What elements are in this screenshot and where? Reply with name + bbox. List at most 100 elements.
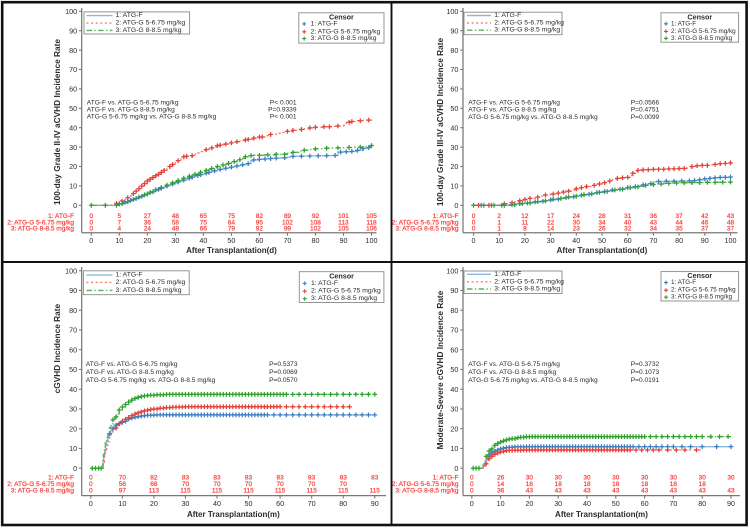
svg-text:100-day Grade III-IV aCVHD Inc: 100-day Grade III-IV aCVHD Incidence Rat…	[435, 37, 445, 206]
svg-text:12: 12	[521, 213, 529, 220]
svg-text:58: 58	[172, 219, 180, 226]
svg-text:60: 60	[641, 499, 649, 508]
svg-text:82: 82	[150, 475, 158, 482]
svg-text:70: 70	[69, 326, 77, 335]
svg-text:0: 0	[89, 481, 93, 488]
svg-text:90: 90	[450, 286, 458, 295]
svg-text:80: 80	[69, 306, 77, 315]
svg-text:18: 18	[641, 481, 649, 488]
svg-text:0: 0	[89, 499, 93, 508]
svg-text:22: 22	[547, 219, 555, 226]
svg-text:11: 11	[522, 219, 529, 226]
svg-text:43: 43	[583, 488, 591, 495]
svg-text:35: 35	[675, 226, 683, 233]
svg-text:18: 18	[699, 481, 707, 488]
svg-text:0: 0	[470, 499, 474, 508]
svg-text:100: 100	[65, 7, 77, 16]
svg-text:1: ATG-F: 1: ATG-F	[311, 280, 338, 287]
svg-text:43: 43	[650, 219, 658, 226]
svg-text:Censor: Censor	[687, 271, 712, 280]
svg-text:84: 84	[228, 219, 236, 226]
svg-text:83: 83	[182, 475, 190, 482]
svg-text:1: 1	[497, 226, 501, 233]
svg-text:36: 36	[650, 213, 658, 220]
svg-text:0: 0	[89, 226, 93, 233]
svg-text:14: 14	[547, 226, 555, 233]
svg-text:83: 83	[340, 475, 348, 482]
svg-text:ATG-G 5-6.75 mg/kg vs. ATG-G 8: ATG-G 5-6.75 mg/kg vs. ATG-G 8-8.5 mg/kg	[468, 114, 598, 121]
svg-text:1: ATG-F: 1: ATG-F	[671, 20, 696, 27]
svg-text:108: 108	[310, 219, 321, 226]
svg-text:0: 0	[472, 219, 476, 226]
svg-text:28: 28	[598, 213, 606, 220]
svg-text:95: 95	[256, 219, 264, 226]
svg-text:105: 105	[338, 226, 349, 233]
svg-text:7: 7	[118, 219, 122, 226]
svg-text:3: ATG-G 8-8.5 mg/kg: 3: ATG-G 8-8.5 mg/kg	[116, 287, 182, 294]
svg-text:18: 18	[612, 481, 620, 488]
svg-text:90: 90	[371, 499, 379, 508]
svg-text:P< 0.001: P< 0.001	[270, 113, 297, 120]
svg-text:0: 0	[470, 488, 474, 495]
svg-text:2: ATG-G 5-6.75 mg/kg: 2: ATG-G 5-6.75 mg/kg	[671, 287, 736, 294]
svg-text:0: 0	[470, 475, 474, 482]
svg-text:37: 37	[675, 213, 683, 220]
svg-text:20: 20	[450, 424, 458, 433]
svg-text:2: ATG-G 5-6.75 mg/kg: 2: ATG-G 5-6.75 mg/kg	[7, 219, 74, 226]
svg-text:Censor: Censor	[329, 13, 354, 22]
svg-text:18: 18	[555, 481, 563, 488]
svg-text:1: ATG-F: 1: ATG-F	[433, 475, 459, 482]
svg-text:50: 50	[612, 499, 620, 508]
svg-text:70: 70	[450, 326, 458, 335]
svg-text:83: 83	[308, 475, 316, 482]
svg-text:60: 60	[450, 345, 458, 354]
svg-text:10: 10	[497, 499, 505, 508]
svg-text:79: 79	[228, 226, 236, 233]
svg-text:60: 60	[276, 499, 284, 508]
svg-text:17: 17	[547, 213, 555, 220]
svg-text:30: 30	[670, 475, 678, 482]
svg-text:90: 90	[450, 26, 458, 35]
svg-text:115: 115	[243, 488, 254, 495]
svg-text:1: ATG-F: 1: ATG-F	[116, 272, 143, 279]
svg-text:3: ATG-G 8-8.5 mg/kg: 3: ATG-G 8-8.5 mg/kg	[671, 294, 733, 301]
svg-text:2: ATG-G 5-6.75 mg/kg: 2: ATG-G 5-6.75 mg/kg	[116, 20, 186, 27]
svg-text:115: 115	[275, 488, 286, 495]
svg-text:P=0.0099: P=0.0099	[631, 114, 660, 121]
svg-text:50: 50	[598, 236, 606, 245]
svg-text:40: 40	[69, 385, 77, 394]
svg-text:70: 70	[308, 481, 316, 488]
svg-text:43: 43	[555, 488, 563, 495]
svg-text:80: 80	[311, 236, 319, 245]
svg-text:80: 80	[450, 306, 458, 315]
svg-text:30: 30	[450, 143, 458, 152]
svg-text:97: 97	[119, 488, 127, 495]
svg-text:24: 24	[573, 213, 581, 220]
svg-text:3: ATG-G 8-8.5 mg/kg: 3: ATG-G 8-8.5 mg/kg	[395, 226, 458, 233]
svg-text:115: 115	[338, 488, 349, 495]
svg-text:5: 5	[118, 213, 122, 220]
svg-text:70: 70	[308, 499, 316, 508]
svg-text:ATG-F vs. ATG-G 5-6.75 mg/kg: ATG-F vs. ATG-G 5-6.75 mg/kg	[86, 361, 178, 368]
svg-text:68: 68	[150, 481, 158, 488]
svg-text:106: 106	[366, 226, 377, 233]
svg-text:0: 0	[73, 464, 77, 473]
svg-text:83: 83	[276, 475, 284, 482]
svg-text:1: ATG-F: 1: ATG-F	[671, 279, 696, 286]
svg-text:100: 100	[446, 266, 458, 275]
svg-text:After Transplantation(d): After Transplantation(d)	[557, 246, 648, 255]
svg-text:105: 105	[366, 213, 377, 220]
svg-text:26: 26	[497, 475, 505, 482]
svg-text:Censor: Censor	[687, 12, 712, 21]
svg-text:P=0.3732: P=0.3732	[631, 361, 660, 368]
svg-text:ATG-F vs. ATG-G 5-6.75 mg/kg: ATG-F vs. ATG-G 5-6.75 mg/kg	[468, 361, 560, 368]
svg-text:80: 80	[698, 499, 706, 508]
svg-text:113: 113	[338, 219, 349, 226]
svg-text:30: 30	[526, 475, 534, 482]
svg-text:2: ATG-G 5-6.75 mg/kg: 2: ATG-G 5-6.75 mg/kg	[494, 20, 564, 27]
svg-text:36: 36	[144, 219, 152, 226]
svg-text:30: 30	[612, 475, 620, 482]
svg-text:34: 34	[650, 226, 658, 233]
svg-text:2: ATG-G 5-6.75 mg/kg: 2: ATG-G 5-6.75 mg/kg	[671, 28, 736, 35]
svg-text:2: 2	[497, 213, 501, 220]
